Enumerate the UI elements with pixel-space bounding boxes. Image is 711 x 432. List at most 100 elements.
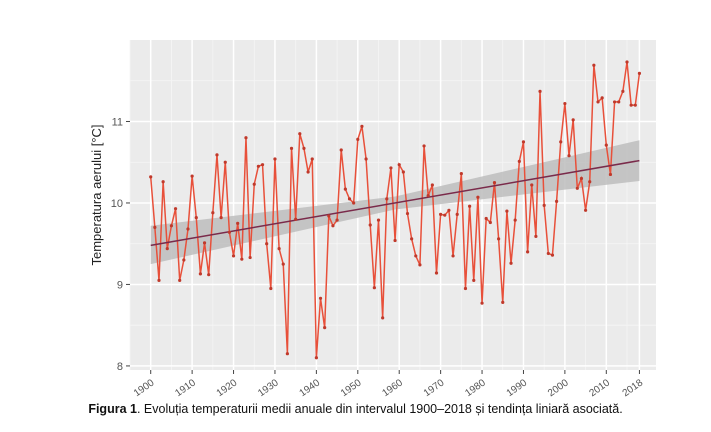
data-point [157,278,161,282]
data-point [472,278,476,282]
data-point [393,238,397,243]
x-tick-label: 2018 [621,377,646,399]
data-point [426,194,430,198]
data-point [318,296,323,300]
data-point [571,118,575,122]
x-tick-label: 1960 [380,377,405,399]
x-tick-label: 1980 [463,377,488,399]
x-tick-label: 1930 [256,377,281,399]
data-point [186,227,190,231]
data-point [546,251,550,256]
figure-caption-text: . Evoluția temperaturii medii anuale din… [136,402,623,416]
data-point [260,163,265,167]
data-point [356,137,360,142]
y-tick-label: 8 [117,361,123,373]
data-point [397,163,401,167]
data-point [414,254,418,258]
data-point [240,257,244,261]
data-point [559,140,563,144]
data-point [194,216,198,220]
data-point [360,124,364,128]
data-point [439,212,443,216]
data-point [372,286,376,290]
data-point [265,242,269,246]
data-point [625,60,629,64]
data-point [447,208,451,212]
data-point [443,213,447,217]
data-point [480,301,484,305]
data-point [314,356,318,360]
data-point [513,218,517,222]
temperature-chart: 8 9 10 11 1900 1910 1920 1930 1940 1950 1960 1970 19… [89,40,656,399]
data-point [165,246,169,251]
data-point [219,216,223,220]
data-point [530,183,534,187]
data-point [583,208,588,212]
data-point [405,211,410,216]
data-point [579,176,584,181]
data-point [629,103,633,107]
x-tick-label: 2000 [546,377,571,399]
data-point [451,254,455,258]
x-tick-label: 1940 [298,377,323,399]
data-point [600,96,604,100]
data-point [368,223,372,227]
x-tick-label: 1950 [339,377,364,399]
x-tick-label: 1900 [132,377,157,399]
data-point [236,221,240,225]
data-point [248,255,252,260]
figure-label: Figura 1 [88,402,137,416]
data-point [381,316,385,320]
data-point [488,220,492,225]
data-point [612,100,617,104]
data-point [501,300,505,304]
data-point [202,241,207,245]
data-point [538,89,542,93]
data-point [289,146,294,150]
data-point [306,170,310,174]
data-point [521,140,526,144]
data-point [335,218,339,222]
data-point [459,172,463,176]
y-tick-label: 10 [111,198,123,210]
x-tick-label: 1910 [173,377,198,399]
data-point [277,246,281,251]
data-point [149,175,153,179]
data-point [633,103,637,107]
data-point [231,254,236,258]
data-point [269,286,273,291]
data-point [207,273,211,277]
x-tick-label: 1990 [505,377,530,399]
data-point [468,204,472,208]
data-point [182,258,186,262]
data-point [211,211,215,215]
data-point [608,172,613,177]
data-point [418,263,422,267]
data-point [273,157,277,161]
data-point [550,253,555,257]
data-point [554,199,559,203]
data-point [476,195,480,199]
x-tick-label: 1920 [215,377,240,399]
data-point [376,218,381,222]
data-point [505,209,509,213]
data-point [161,180,165,184]
data-point [178,278,182,282]
data-point [302,146,306,150]
data-point [497,237,501,241]
x-tick-label: 2010 [587,377,612,399]
data-point [604,143,608,147]
y-tick-label: 11 [112,116,123,128]
data-point [215,153,219,157]
data-point [434,271,439,275]
data-point [198,272,203,276]
data-point [575,186,579,190]
data-point [298,132,302,136]
data-point [389,166,393,170]
data-point [401,170,405,174]
data-point [410,237,414,241]
data-point [327,214,331,218]
data-point [294,217,298,221]
data-point [227,230,232,234]
data-point [563,101,567,106]
